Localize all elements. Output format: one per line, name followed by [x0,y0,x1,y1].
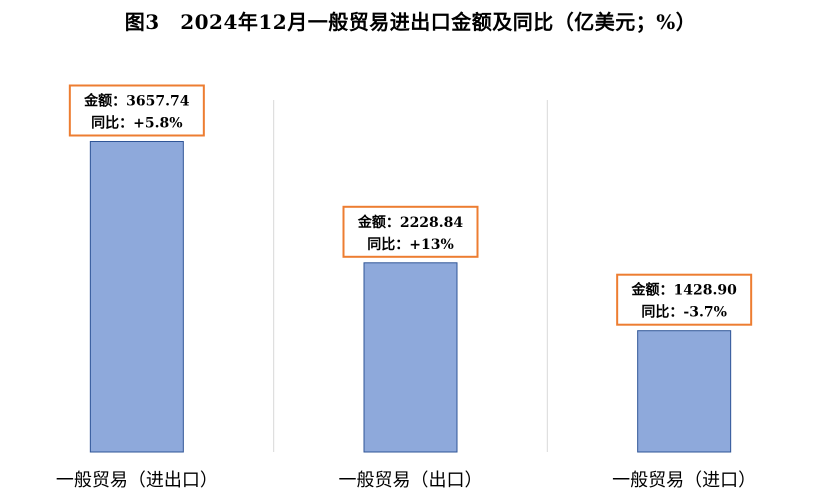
category-tick-label: 一般贸易（进出口） [56,470,218,491]
data-label-amount: 金额：3657.74 [83,92,190,109]
bars-group [89,140,732,453]
bar [363,262,458,453]
data-label-box [616,273,753,326]
data-label-yoy: 同比：+13% [367,236,454,253]
category-dividers [273,100,548,452]
category-labels-group: 一般贸易（进出口） 一般贸易（出口） 一般贸易（进口） [56,470,756,491]
data-label-amount: 金额：2228.84 [357,214,464,231]
data-label: 金额：1428.90 同比：-3.7% [616,273,753,326]
bar [89,140,184,453]
bar [637,330,732,453]
data-label-yoy: 同比：-3.7% [641,304,726,321]
chart-title: 图3 2024年12月一般贸易进出口金额及同比（亿美元；%） [124,10,697,34]
data-label: 金额：2228.84 同比：+13% [342,205,479,258]
data-label-amount: 金额：1428.90 [631,282,738,299]
data-label-box [68,84,205,137]
data-label: 金额：3657.74 同比：+5.8% [68,84,205,137]
category-tick-label: 一般贸易（进口） [612,470,756,491]
data-labels-group: 金额：3657.74 同比：+5.8% 金额：2228.84 同比：+13% 金额：14… [68,84,753,326]
data-label-box [342,205,479,258]
category-tick-label: 一般贸易（出口） [339,470,483,491]
data-label-yoy: 同比：+5.8% [91,114,182,131]
